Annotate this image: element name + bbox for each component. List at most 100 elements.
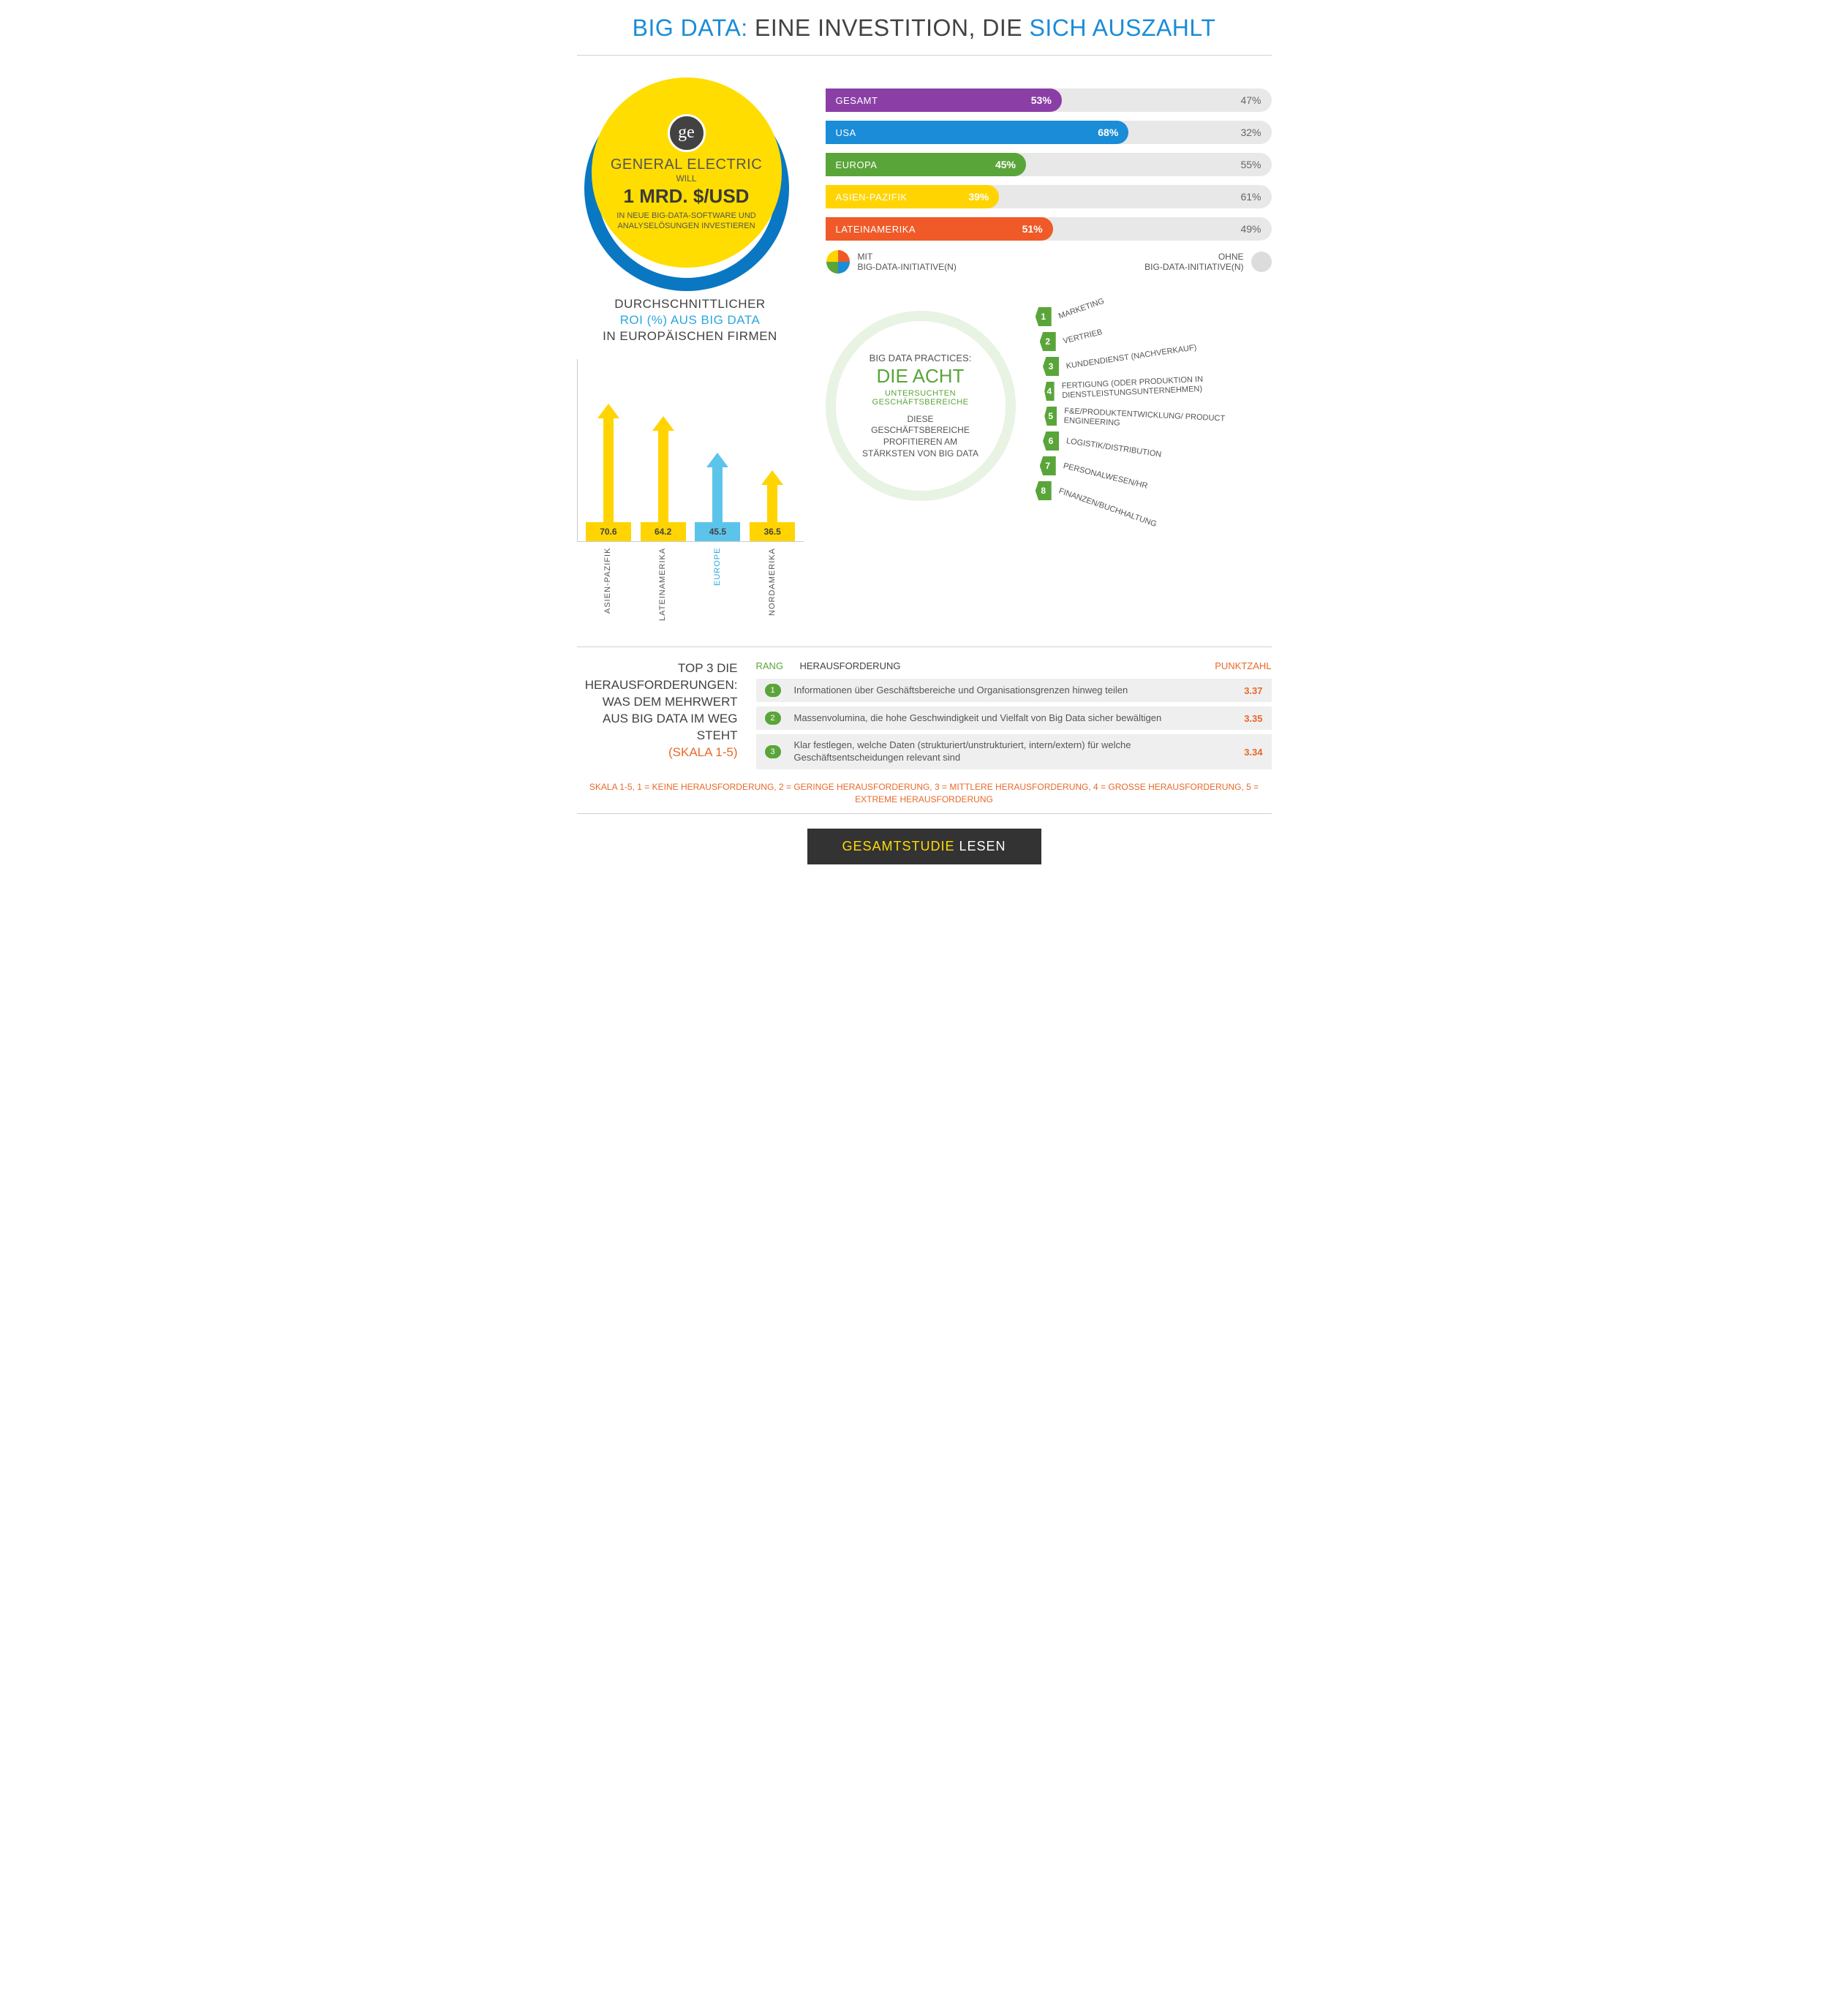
practices-ring: BIG DATA PRACTICES: DIE ACHT UNTERSUCHTE… [826, 311, 1016, 501]
bar-bg: GESAMT 53% 47% [826, 88, 1272, 112]
bar-row-europa: EUROPA 45% 55% [826, 153, 1272, 176]
practice-number-badge: 1 [1036, 307, 1052, 326]
title-part-3: SICH AUSZAHLT [1030, 15, 1216, 41]
practice-item-6: 6 LOGISTIK/DISTRIBUTION [1043, 431, 1233, 451]
bar-row-asien-pazifik: ASIEN-PAZIFIK 39% 61% [826, 185, 1272, 208]
bar-rest: 32% [1240, 121, 1261, 144]
bar-value: 53% [1031, 94, 1052, 106]
practice-item-4: 4 FERTIGUNG (ODER PRODUKTION IN DIENSTLE… [1044, 382, 1234, 401]
bar-fill: EUROPA 45% [826, 153, 1027, 176]
bar-rest: 47% [1240, 88, 1261, 112]
practice-label: FERTIGUNG (ODER PRODUKTION IN DIENSTLEIS… [1061, 374, 1235, 401]
practices-fan: 1 MARKETING 2 VERTRIEB 3 KUNDENDIENST (N… [1023, 296, 1279, 516]
bar-value: 45% [995, 159, 1016, 170]
roi-title-l3: IN EUROPÄISCHEN FIRMEN [577, 328, 804, 344]
bar-label: EUROPA [826, 159, 878, 170]
practice-number-badge: 4 [1044, 382, 1054, 401]
bar-fill: GESAMT 53% [826, 88, 1062, 112]
arrow-icon [761, 470, 783, 522]
practice-item-3: 3 KUNDENDIENST (NACHVERKAUF) [1043, 357, 1233, 376]
challenge-score: 3.35 [1204, 713, 1263, 724]
ge-logo-icon: ge [668, 114, 706, 152]
practice-label: MARKETING [1057, 296, 1106, 320]
challenges-heading-text: TOP 3 DIE HERAUSFORDERUNGEN: WAS DEM MEH… [577, 660, 738, 744]
challenge-row-2: 2 Massenvolumina, die hohe Geschwindigke… [756, 706, 1272, 730]
initiative-bars: GESAMT 53% 47% USA 68% 32% EUROPA 45% 55… [826, 78, 1272, 274]
roi-value: 64.2 [641, 522, 686, 541]
roi-arrow-lateinamerika: 64.2 [640, 416, 687, 541]
cta-button[interactable]: GESAMTSTUDIE LESEN [807, 829, 1041, 864]
bar-bg: EUROPA 45% 55% [826, 153, 1272, 176]
col-rang: RANG [756, 660, 800, 671]
legend-with-label: MIT BIG-DATA-INITIATIVE(N) [858, 252, 957, 272]
arrow-icon [652, 416, 674, 522]
challenge-text: Klar festlegen, welche Daten (strukturie… [794, 739, 1204, 764]
roi-region-label: NORDAMERIKA [749, 548, 796, 628]
roi-region-label: ASIEN-PAZIFIK [584, 548, 631, 628]
roi-region-label: EUROPE [694, 548, 741, 628]
practice-number-badge: 8 [1036, 481, 1052, 500]
bar-fill: USA 68% [826, 121, 1129, 144]
grey-circle-icon [1251, 252, 1272, 272]
roi-arrow-asien-pazifik: 70.6 [585, 404, 632, 541]
practice-label: FINANZEN/BUCHHALTUNG [1057, 486, 1158, 529]
ge-circle-block: ge GENERAL ELECTRIC WILL 1 MRD. $/USD IN… [577, 78, 796, 274]
cta-part1: GESAMTSTUDIE [842, 839, 954, 853]
bar-fill: ASIEN-PAZIFIK 39% [826, 185, 1000, 208]
roi-value: 45.5 [695, 522, 740, 541]
bar-row-gesamt: GESAMT 53% 47% [826, 88, 1272, 112]
ge-circle: ge GENERAL ELECTRIC WILL 1 MRD. $/USD IN… [592, 78, 782, 268]
arrow-icon [597, 404, 619, 522]
cta-part2: LESEN [954, 839, 1006, 853]
challenge-text: Informationen über Geschäftsbereiche und… [794, 685, 1204, 697]
divider [577, 813, 1272, 814]
bar-value: 68% [1098, 127, 1118, 138]
practices-sub: UNTERSUCHTEN GESCHÄFTSBEREICHE [858, 389, 984, 407]
challenge-rank-badge: 1 [765, 684, 781, 697]
col-punktzahl: PUNKTZAHL [1199, 660, 1272, 671]
practice-number-badge: 7 [1040, 456, 1056, 475]
bar-label: ASIEN-PAZIFIK [826, 192, 908, 203]
challenge-text: Massenvolumina, die hohe Geschwindigkeit… [794, 712, 1204, 725]
pie-chart-icon [826, 249, 851, 274]
ge-amount: 1 MRD. $/USD [624, 185, 750, 208]
bar-bg: LATEINAMERIKA 51% 49% [826, 217, 1272, 241]
practice-label: VERTRIEB [1062, 328, 1103, 346]
bar-rest: 49% [1240, 217, 1261, 241]
legend-with: MIT BIG-DATA-INITIATIVE(N) [826, 249, 957, 274]
bar-label: LATEINAMERIKA [826, 224, 916, 235]
practices-big: DIE ACHT [877, 365, 965, 388]
roi-value: 70.6 [586, 522, 631, 541]
practice-item-2: 2 VERTRIEB [1040, 332, 1230, 351]
roi-block: DURCHSCHNITTLICHER ROI (%) AUS BIG DATA … [577, 296, 804, 628]
legend-without-label: OHNE BIG-DATA-INITIATIVE(N) [1144, 252, 1243, 272]
practice-number-badge: 2 [1040, 332, 1056, 351]
title-part-1: BIG DATA: [633, 15, 748, 41]
challenge-rank-badge: 3 [765, 745, 781, 758]
legend-without: OHNE BIG-DATA-INITIATIVE(N) [1144, 249, 1271, 274]
roi-region-label: LATEINAMERIKA [639, 548, 686, 628]
roi-arrow-nordamerika: 36.5 [749, 470, 796, 541]
practices-desc: DIESE GESCHÄFTSBEREICHE PROFITIEREN AM S… [858, 414, 984, 459]
ge-will: WILL [676, 173, 696, 184]
practice-item-5: 5 F&E/PRODUKTENTWICKLUNG/ PRODUCT ENGINE… [1044, 407, 1234, 426]
practices-block: BIG DATA PRACTICES: DIE ACHT UNTERSUCHTE… [826, 296, 1279, 516]
challenge-rank-badge: 2 [765, 712, 781, 725]
bar-rest: 61% [1240, 185, 1261, 208]
bar-value: 39% [968, 191, 989, 203]
arrow-icon [706, 453, 728, 522]
bar-label: GESAMT [826, 95, 878, 106]
challenges-heading: TOP 3 DIE HERAUSFORDERUNGEN: WAS DEM MEH… [577, 660, 738, 774]
bar-label: USA [826, 127, 856, 138]
divider [577, 55, 1272, 56]
bar-row-usa: USA 68% 32% [826, 121, 1272, 144]
title-part-2: EINE INVESTITION, DIE [748, 15, 1030, 41]
roi-title-l2: ROI (%) AUS BIG DATA [577, 312, 804, 328]
bar-bg: USA 68% 32% [826, 121, 1272, 144]
practice-number-badge: 6 [1043, 431, 1059, 451]
practice-item-1: 1 MARKETING [1036, 307, 1226, 326]
challenge-score: 3.34 [1204, 747, 1263, 758]
bar-bg: ASIEN-PAZIFIK 39% 61% [826, 185, 1272, 208]
practices-small: BIG DATA PRACTICES: [870, 353, 972, 363]
challenges-scale: (SKALA 1-5) [577, 744, 738, 761]
